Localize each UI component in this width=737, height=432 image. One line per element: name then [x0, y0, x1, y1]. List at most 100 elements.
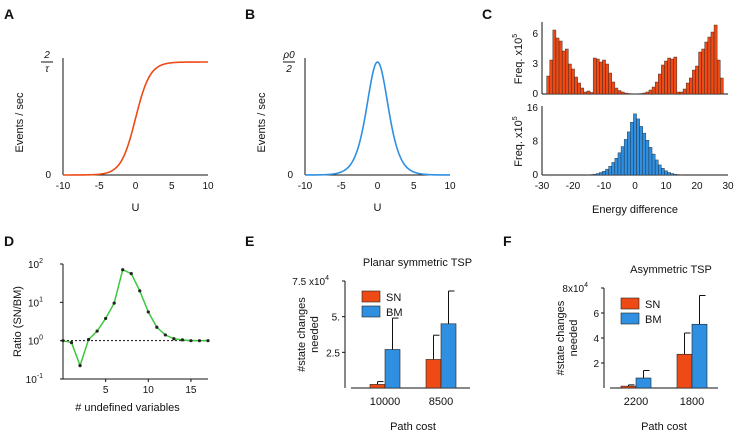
c-bottom-bar: [639, 126, 643, 176]
d-point: [78, 363, 82, 368]
c-bottom-bar: [627, 131, 631, 176]
d-point: [61, 339, 65, 343]
c-bottom-bar: [658, 164, 662, 176]
c-bottom-bar: [602, 171, 606, 176]
c-top-bar: [614, 87, 619, 95]
c-top-bar: [577, 82, 581, 95]
d-point: [138, 289, 142, 293]
e-ytick-5.: 5.: [332, 313, 340, 324]
e-legend-label-bm: BM: [386, 307, 403, 319]
e-ylabel-line: #state changes: [296, 297, 308, 372]
e-bar-bm: [384, 349, 401, 389]
c-top-bar: [645, 91, 650, 95]
d-ytick-1-base: 10: [28, 298, 40, 309]
c-bottom-xtick--10: -10: [597, 181, 612, 192]
panel-label-c: C: [482, 6, 492, 22]
d-ratio-line: [62, 268, 208, 368]
c-top-bar: [599, 61, 603, 95]
d-point: [121, 268, 125, 272]
c-top-bar: [654, 81, 659, 95]
c-top-bar: [695, 65, 699, 95]
e-legend-swatch-sn: [361, 290, 381, 303]
c-top-bar: [617, 90, 622, 95]
c-top-bar: [689, 77, 693, 95]
d-ytick-2-base: 10: [28, 260, 40, 271]
panel-label-d: D: [4, 233, 14, 249]
panel-c-top: 6 3 0 Freq. x105: [512, 22, 728, 100]
f-bar-sn: [620, 385, 637, 389]
d-point: [112, 301, 116, 305]
c-top-ytick-6: 6: [532, 29, 538, 40]
b-ytop-num: ρ0: [282, 50, 295, 61]
c-bottom-bar: [614, 158, 619, 176]
c-top-ylabel-exp: 5: [512, 34, 519, 38]
c-top-bar: [546, 75, 550, 95]
c-bottom-bar: [617, 152, 622, 176]
c-bottom-bar: [645, 140, 650, 176]
c-bottom-bar: [596, 173, 600, 176]
d-point: [146, 310, 150, 314]
c-bottom-xtick--20: -20: [566, 181, 581, 192]
e-xtick-8500: 8500: [429, 396, 453, 408]
e-bar-sn: [369, 384, 386, 389]
c-top-bar: [673, 56, 678, 95]
c-top-bar: [627, 93, 631, 95]
panel-label-f-text: F: [503, 233, 512, 249]
c-top-bar: [676, 91, 681, 95]
d-point: [104, 316, 108, 321]
panel-label-d-text: D: [4, 233, 14, 249]
c-bottom-bar: [673, 173, 678, 176]
e-ytop-exp: 4: [325, 275, 329, 282]
c-bottom-ylabel: Freq. x105: [512, 116, 525, 166]
c-top-bar: [698, 51, 702, 95]
d-ytick-0-base: 10: [28, 337, 40, 348]
d-point: [155, 325, 159, 329]
c-top-bar: [608, 72, 612, 95]
d-point: [163, 333, 167, 337]
d-point: [69, 340, 74, 345]
c-top-ylabel-base: Freq. x10: [513, 38, 525, 84]
c-bottom-bar: [608, 166, 612, 176]
e-ylabel-line: needed: [309, 316, 321, 353]
panel-a: -10 -5 0 5 10 0 2 τ U Events / sec: [14, 50, 214, 214]
c-bottom-bar: [651, 153, 656, 176]
panel-b: -10 -5 0 5 10 0 ρ0 2 U Events / sec: [256, 50, 456, 214]
d-point: [95, 329, 99, 333]
c-top-bar: [639, 93, 643, 95]
e-bar-sn: [425, 359, 442, 389]
e-xlabel: Path cost: [390, 421, 436, 432]
panel-label-b: B: [245, 6, 255, 22]
a-xtick-10: 10: [202, 181, 214, 192]
b-xtick-0: 0: [375, 181, 381, 192]
c-bottom-bar: [654, 159, 659, 176]
e-ytop-base: 7.5 x10: [292, 277, 325, 288]
f-ytick-2: 2: [593, 359, 599, 370]
d-point: [129, 271, 133, 276]
d-ytick--1-base: 10: [26, 375, 38, 386]
panel-label-f: F: [503, 233, 512, 249]
e-ytick-2.5: 2.5: [326, 348, 340, 359]
e-ytop: 7.5 x104: [292, 275, 329, 288]
f-xtick-2200: 2200: [624, 396, 648, 408]
d-ytick-1-exp: 1: [39, 296, 43, 303]
a-ylabel: Events / sec: [14, 92, 26, 152]
c-bottom-ytick-8: 8: [532, 137, 538, 148]
f-title: Asymmetric TSP: [630, 264, 712, 276]
c-top-bar: [620, 91, 625, 95]
c-top-bar: [692, 69, 696, 95]
f-ytick-6: 6: [593, 309, 599, 320]
b-xtick-10: 10: [444, 181, 456, 192]
c-top-bar: [667, 57, 671, 95]
f-legend-swatch-sn: [620, 297, 640, 310]
c-top-bar: [651, 86, 656, 95]
e-title: Planar symmetric TSP: [363, 257, 472, 269]
d-ytick--1-exp: -1: [37, 373, 43, 380]
c-top-bar: [580, 87, 585, 95]
c-top-bar: [558, 40, 563, 95]
f-xtick-1800: 1800: [680, 396, 704, 408]
c-bottom-ylabel-base: Freq. x10: [513, 120, 525, 166]
c-top-bar: [574, 76, 578, 95]
c-top-bar: [565, 48, 569, 95]
